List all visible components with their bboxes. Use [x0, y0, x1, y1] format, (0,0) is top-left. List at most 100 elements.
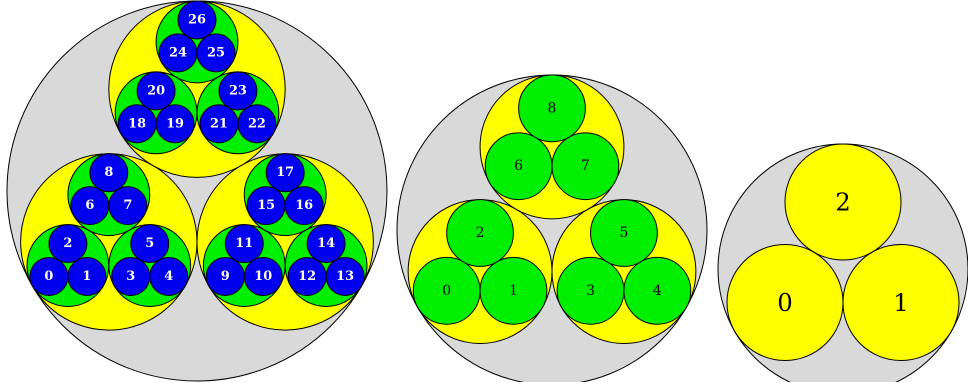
leaf-circle [479, 256, 548, 325]
leaf-label: 17 [276, 165, 294, 180]
leaf-circle [325, 257, 365, 296]
circle-level-2: 6 7 8 [67, 153, 151, 237]
diagram-depth-2: 0 1 2 3 4 5 6 7 8 [396, 74, 708, 386]
leaf-label: 1 [509, 283, 518, 299]
leaf-circle [446, 199, 514, 267]
leaf-circle [842, 243, 960, 361]
leaf-label: 1 [893, 288, 909, 317]
circle-level-1: 1 [842, 243, 960, 361]
leaf-label: 2 [835, 188, 851, 217]
circle-level-3: 19 [155, 104, 195, 144]
leaf-circle [177, 0, 217, 40]
circle-level-3: 10 [243, 257, 283, 296]
circle-level-2: 2 [446, 199, 514, 267]
circle-level-2: 0 [412, 256, 481, 325]
leaf-label: 4 [164, 269, 173, 284]
leaf-circle [48, 224, 88, 264]
leaf-label: 26 [188, 12, 206, 27]
circle-level-3: 23 [218, 71, 258, 111]
leaf-circle [237, 104, 277, 144]
leaf-circle [89, 153, 129, 193]
circle-level-3: 5 [130, 224, 170, 264]
leaf-label: 0 [44, 269, 53, 284]
circle-level-3: 22 [237, 104, 277, 144]
leaf-circle [149, 257, 189, 296]
leaf-circle [218, 71, 258, 111]
leaf-circle [265, 153, 305, 193]
circle-level-1: 0 1 2 [407, 199, 553, 344]
circle-level-3: 25 [196, 33, 236, 73]
circle-level-1: 3 4 5 [551, 199, 697, 344]
leaf-label: 16 [295, 198, 313, 213]
leaf-label: 25 [207, 45, 225, 60]
leaf-label: 6 [514, 158, 523, 174]
circle-level-3: 18 [117, 104, 157, 144]
circle-level-0: 0 1 2 [717, 143, 968, 387]
leaf-circle [67, 257, 107, 296]
leaf-circle [306, 224, 346, 264]
circle-level-3: 11 [224, 224, 264, 264]
leaf-label: 11 [235, 236, 253, 251]
leaf-label: 2 [63, 236, 72, 251]
leaf-label: 7 [123, 198, 132, 213]
leaf-circle [196, 33, 236, 73]
circle-level-2: 3 4 5 [108, 224, 192, 307]
leaf-label: 21 [210, 116, 228, 131]
circle-level-1: 0 [726, 243, 844, 361]
leaf-label: 8 [548, 100, 557, 116]
circle-level-3: 13 [325, 257, 365, 296]
circle-level-3: 1 [67, 257, 107, 296]
leaf-label: 2 [476, 225, 485, 241]
circle-level-0: 0 1 2 3 4 5 6 7 8 [396, 74, 708, 386]
leaf-label: 4 [653, 283, 662, 299]
leaf-label: 22 [248, 116, 266, 131]
leaf-label: 7 [581, 158, 590, 174]
circle-level-2: 9 10 11 [202, 224, 286, 307]
leaf-circle [224, 224, 264, 264]
circle-level-3: 7 [108, 186, 148, 226]
leaf-label: 23 [229, 83, 247, 98]
circle-level-3: 21 [199, 104, 239, 144]
circle-level-2: 4 [623, 256, 692, 325]
leaf-label: 24 [169, 45, 187, 60]
circle-level-2: 15 16 17 [243, 153, 327, 237]
circle-level-2: 18 19 20 [114, 71, 198, 155]
circle-level-2: 12 13 14 [284, 224, 368, 307]
circle-level-3: 4 [149, 257, 189, 296]
leaf-label: 14 [317, 236, 335, 251]
leaf-label: 8 [104, 165, 113, 180]
circle-level-1: 0 1 2 3 4 5 6 7 8 [20, 153, 198, 331]
circle-level-1: 18 19 20 21 22 23 24 25 26 [108, 0, 286, 178]
leaf-circle [130, 224, 170, 264]
leaf-circle [784, 143, 902, 261]
leaf-circle [518, 74, 586, 143]
circle-level-2: 3 [556, 256, 625, 325]
circle-level-2: 5 [590, 199, 658, 267]
leaf-label: 9 [221, 269, 230, 284]
circle-level-2: 7 [551, 132, 620, 201]
circle-level-3: 9 [205, 257, 245, 296]
circle-level-3: 24 [158, 33, 198, 73]
circle-level-3: 6 [70, 186, 110, 226]
leaf-circle [108, 186, 148, 226]
leaf-label: 1 [82, 269, 91, 284]
circle-level-2: 1 [479, 256, 548, 325]
leaf-circle [623, 256, 692, 325]
leaf-label: 5 [145, 236, 154, 251]
circle-level-3: 14 [306, 224, 346, 264]
circle-level-3: 16 [284, 186, 324, 226]
circle-level-3: 0 [29, 257, 69, 296]
circle-level-2: 8 [518, 74, 586, 143]
leaf-circle [284, 186, 324, 226]
circle-level-2: 24 25 26 [155, 0, 239, 84]
leaf-label: 3 [126, 269, 135, 284]
leaf-label: 13 [336, 269, 354, 284]
circle-level-3: 15 [246, 186, 286, 226]
circle-level-3: 12 [287, 257, 327, 296]
leaf-label: 18 [128, 116, 146, 131]
circle-level-2: 21 22 23 [196, 71, 280, 155]
leaf-circle [590, 199, 658, 267]
circle-level-3: 26 [177, 0, 217, 40]
